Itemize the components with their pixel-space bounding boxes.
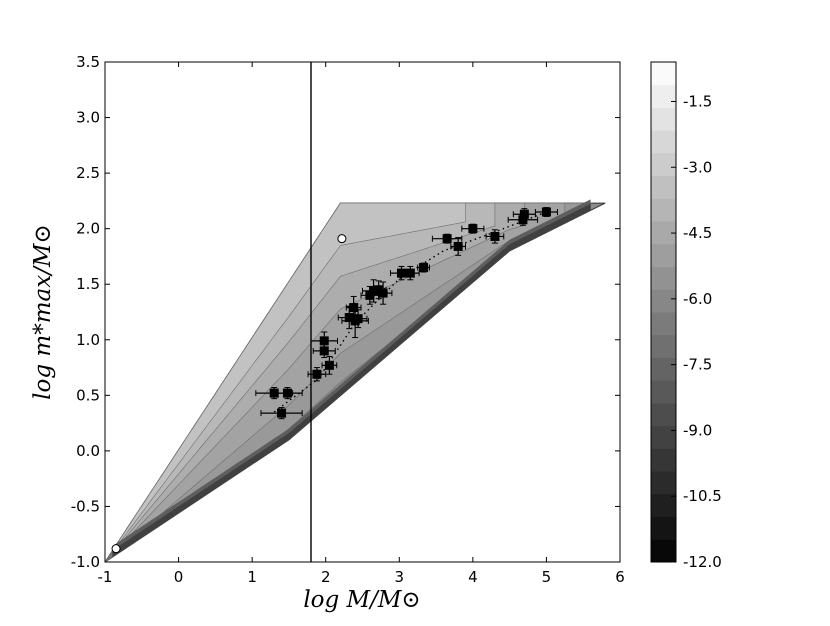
colorbar-tick-label: -3.0 [683,158,712,176]
colorbar-level [651,471,676,495]
colorbar-level [651,539,676,563]
data-point [512,208,536,221]
data-point [431,233,463,244]
x-axis-label: log M/M⊙ [303,587,420,613]
colorbar-level [651,175,676,199]
y-tick-label: 2.0 [76,220,100,238]
data-point [534,207,558,217]
colorbar-level [651,243,676,268]
data-point [272,387,303,400]
x-tick-label: 2 [321,568,331,586]
colorbar-level [651,221,676,245]
colorbar-level [651,448,676,472]
colorbar-level [651,198,676,222]
contour-edge-band [112,199,591,558]
colorbar-level [651,380,676,404]
data-point [321,355,338,375]
x-tick-label: 3 [395,568,405,586]
colorbar-tick-label: -7.5 [683,356,712,374]
x-tick-label: 5 [542,568,552,586]
x-tick-label: 4 [468,568,478,586]
colorbar-level [651,266,676,290]
x-tick-label: 6 [615,568,625,586]
colorbar-level [651,312,676,336]
y-tick-label: 3.5 [76,53,100,71]
colorbar: -1.5 -3.0 -4.5 -6.0 -7.5 -9.0 -10.5 -12.0 [650,61,722,571]
colorbar-level [651,130,676,154]
colorbar-level [651,152,676,177]
y-axis: -1.0 -0.5 0.0 0.5 1.0 1.5 2.0 2.5 3.0 3.5 [71,53,620,571]
y-tick-label: 3.0 [76,109,100,127]
colorbar-level [651,357,676,381]
colorbar-level [651,107,676,131]
data-point [348,309,368,329]
plot-area [105,62,606,562]
colorbar-tick-label: -12.0 [683,553,722,571]
colorbar-level [651,84,676,108]
data-point [373,281,393,305]
data-point [312,343,336,359]
colorbar-tick-label: -4.5 [683,224,712,242]
colorbar-tick-label: -9.0 [683,421,712,439]
y-tick-label: 1.0 [76,331,100,349]
plot-frame [104,61,621,563]
x-axis: -1 0 1 2 3 4 5 6 [98,62,625,586]
data-point [485,229,505,244]
colorbar-tick-label: -10.5 [683,487,722,505]
y-tick-label: 0.5 [76,386,100,404]
open-circle-marker [337,234,347,244]
data-point [450,237,466,256]
colorbar-level [651,334,676,358]
open-circle-marker [111,544,121,554]
data-point [417,262,430,273]
colorbar-level [651,402,676,427]
y-tick-label: -1.0 [71,553,100,571]
colorbar-level [651,289,676,313]
colorbar-level [651,425,676,449]
x-tick-label: 1 [247,568,257,586]
colorbar-tick-label: -1.5 [683,92,712,110]
data-point [307,367,327,382]
colorbar-level [651,62,676,86]
contour-edge-band [112,203,591,558]
x-tick-label: 0 [174,568,184,586]
contour-band [105,202,466,562]
colorbar-level [651,516,676,540]
y-axis-label: log m*max/M⊙ [30,224,56,400]
colorbar-level [651,493,676,518]
data-point [260,407,303,420]
y-tick-label: 1.5 [76,275,100,293]
y-tick-label: 2.5 [76,164,100,182]
data-point [461,223,485,234]
colorbar-frame [650,61,677,563]
x-tick-label: -1 [98,568,113,586]
colorbar-tick-label: -6.0 [683,290,712,308]
y-tick-label: 0.0 [76,442,100,460]
y-tick-label: -0.5 [71,497,100,515]
